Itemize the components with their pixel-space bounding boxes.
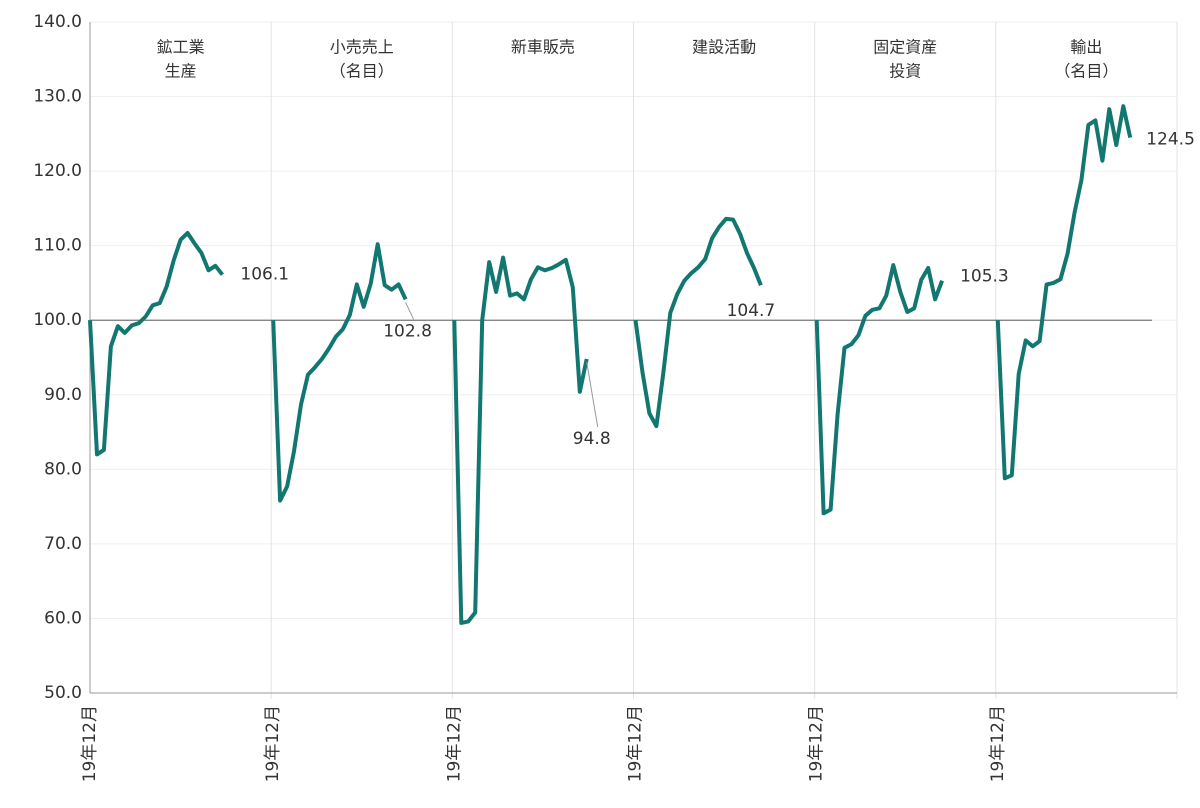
y-tick-label: 50.0 <box>44 683 82 703</box>
panel-title: 鉱工業 <box>157 38 205 57</box>
y-tick-label: 110.0 <box>33 236 82 256</box>
panel-title: 投資 <box>889 62 921 81</box>
panel-title: 建設活動 <box>692 38 756 57</box>
panel-title: 新車販売 <box>511 38 575 57</box>
y-tick-label: 80.0 <box>44 459 82 479</box>
y-tick-label: 60.0 <box>44 608 82 628</box>
series-line <box>633 216 763 429</box>
y-tick-label: 140.0 <box>33 12 82 32</box>
value-label: 94.8 <box>573 429 611 449</box>
x-tick-label: 19年12月 <box>988 705 1008 782</box>
x-tick-label: 19年12月 <box>263 705 283 782</box>
panel-title: 生産 <box>165 62 197 81</box>
x-tick-label: 19年12月 <box>807 705 827 782</box>
series-line <box>995 104 1133 481</box>
x-tick-label: 19年12月 <box>80 705 100 782</box>
panel-title: （名目） <box>330 62 394 81</box>
panel-title: （名目） <box>1054 62 1118 81</box>
y-tick-label: 100.0 <box>33 310 82 330</box>
y-tick-label: 90.0 <box>44 385 82 405</box>
leader-line <box>586 361 599 428</box>
value-label: 105.3 <box>960 267 1009 287</box>
value-label: 104.7 <box>727 301 776 321</box>
panel-title: 小売売上 <box>330 38 394 57</box>
x-tick-label: 19年12月 <box>626 705 646 782</box>
series-line <box>814 263 944 516</box>
series-line <box>88 231 224 457</box>
y-tick-label: 130.0 <box>33 87 82 107</box>
series-line <box>452 255 589 625</box>
value-label: 106.1 <box>240 265 289 285</box>
series-line <box>271 242 408 503</box>
y-tick-label: 70.0 <box>44 534 82 554</box>
leader-line <box>405 302 415 320</box>
panel-title: 輸出 <box>1070 38 1102 57</box>
value-label: 124.5 <box>1146 130 1195 150</box>
x-tick-label: 19年12月 <box>444 705 464 782</box>
value-label: 102.8 <box>383 321 432 341</box>
panel-title: 固定資産 <box>873 38 937 57</box>
y-tick-label: 120.0 <box>33 161 82 181</box>
